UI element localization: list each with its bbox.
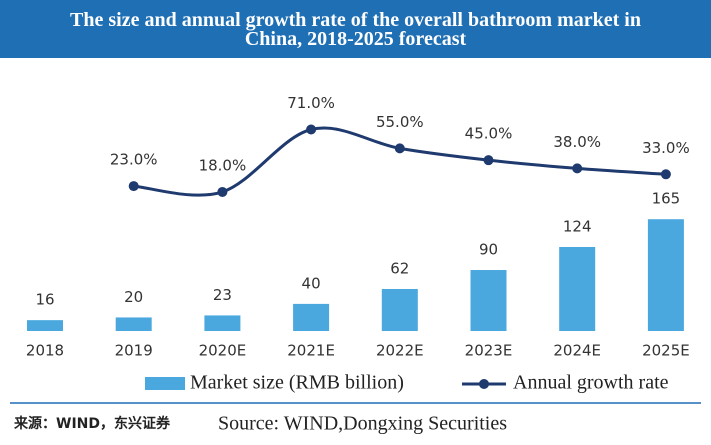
data-label: 20: [124, 288, 143, 306]
line-point: [572, 163, 583, 174]
x-tick-label: 2024E: [553, 342, 601, 360]
data-label: 23.0%: [110, 151, 158, 169]
bar: [204, 315, 241, 331]
bar: [115, 317, 152, 331]
data-label: 33.0%: [642, 139, 690, 157]
chart-title: The size and annual growth rate of the o…: [0, 0, 711, 58]
source: 来源：WIND，东兴证券: [13, 415, 171, 432]
legend-swatch: [145, 377, 185, 390]
data-label: 45.0%: [465, 125, 513, 143]
bar: [470, 270, 507, 331]
data-label: 40: [302, 274, 321, 292]
x-tick-label: 2020E: [199, 342, 247, 360]
source: Source: WIND,Dongxing Securities: [218, 413, 507, 435]
x-tick-label: 2021E: [287, 342, 335, 360]
bar: [293, 303, 330, 331]
legend-label: Annual growth rate: [513, 372, 669, 394]
line-point: [660, 169, 671, 180]
data-label: 71.0%: [287, 94, 335, 112]
bar: [647, 219, 684, 331]
data-label: 90: [479, 241, 498, 259]
data-label: 62: [390, 259, 409, 277]
legend-label: Market size (RMB billion): [190, 372, 404, 394]
data-label: 165: [652, 190, 681, 208]
x-tick-label: 2022E: [376, 342, 424, 360]
line-point: [394, 143, 405, 154]
legend-swatch: [479, 379, 489, 389]
x-tick-label: 2025E: [642, 342, 690, 360]
line-point: [217, 186, 228, 197]
line-point: [306, 124, 317, 135]
bar: [559, 246, 596, 331]
data-label: 124: [563, 217, 592, 235]
data-label: 18.0%: [199, 156, 247, 174]
bar: [381, 288, 418, 331]
x-tick-label: 2023E: [465, 342, 513, 360]
line-point: [483, 155, 494, 166]
x-tick-label: 2019: [115, 342, 153, 360]
x-tick-label: 2018: [26, 342, 64, 360]
bar: [27, 320, 63, 331]
data-label: 38.0%: [553, 133, 601, 151]
line-point: [128, 181, 139, 192]
data-label: 23: [213, 286, 232, 304]
data-label: 55.0%: [376, 113, 424, 131]
data-label: 16: [35, 291, 54, 309]
